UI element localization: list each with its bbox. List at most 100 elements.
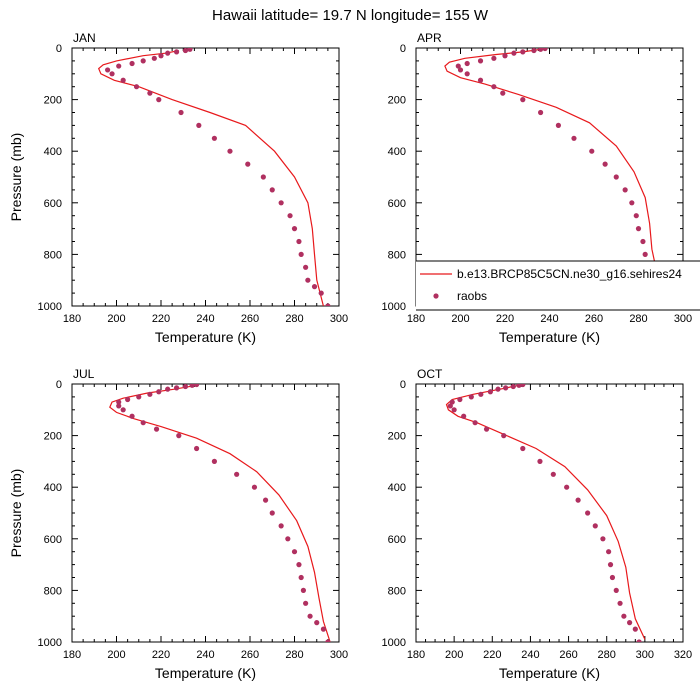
y-tick-label: 600 [388, 534, 406, 546]
plot-frame [71, 383, 340, 643]
obs-point [613, 174, 619, 180]
obs-point [125, 396, 131, 403]
y-tick-label: 200 [388, 431, 406, 443]
obs-point [510, 384, 516, 390]
obs-point [564, 484, 570, 490]
panel-jul: 180 200 220 240 260 280 300 0 200 400 600 800 1000 JU… [8, 367, 348, 681]
obs-point [156, 97, 162, 103]
obs-point [640, 238, 646, 245]
y-tick-label: 800 [388, 249, 406, 261]
x-tick-label: 200 [107, 313, 125, 325]
y-tick-label: 0 [56, 379, 62, 391]
obs-point [600, 536, 606, 542]
obs-point [303, 600, 309, 606]
obs-point [136, 394, 142, 400]
obs-point [589, 148, 595, 154]
obs-point [227, 148, 233, 154]
obs-point [151, 55, 157, 61]
x-tick-label: 300 [636, 649, 654, 661]
obs-point [173, 385, 180, 391]
legend-label-obs: raobs [457, 289, 487, 303]
obs-point [520, 49, 526, 55]
x-tick-label: 220 [152, 313, 170, 325]
y-tick-label: 0 [56, 43, 62, 55]
obs-point [621, 613, 627, 619]
obs-point [472, 420, 478, 426]
obs-point [629, 200, 635, 206]
plot-frame [71, 47, 340, 307]
panel-jan: 180 200 220 240 260 280 300 0 200 400 600 800 1000 JA… [8, 31, 348, 345]
obs-point [278, 523, 284, 529]
obs-point [483, 426, 490, 432]
y-tick-label: 400 [44, 146, 62, 158]
obs-point [260, 174, 266, 180]
y-tick-label: 600 [44, 534, 62, 546]
obs-point [140, 58, 146, 64]
model-line [444, 48, 675, 306]
y-tick-label: 400 [388, 482, 406, 494]
obs-point [298, 251, 304, 257]
obs-point [550, 471, 556, 477]
model-line [445, 384, 646, 640]
obs-point [457, 67, 464, 73]
y-tick-label: 400 [388, 146, 406, 158]
obs-point [147, 90, 153, 96]
x-tick-label: 180 [63, 313, 81, 325]
x-tick-label: 220 [483, 649, 501, 661]
obs-point [477, 58, 484, 64]
obs-point [537, 458, 543, 464]
legend-background [416, 261, 700, 310]
data-layer [445, 384, 646, 642]
data-layer [97, 48, 331, 306]
obs-point [609, 574, 616, 581]
obs-point [451, 407, 457, 413]
x-tick-label: 240 [540, 313, 558, 325]
obs-point [449, 399, 455, 405]
obs-point [165, 386, 171, 392]
obs-point [502, 53, 508, 59]
x-tick-label: 240 [196, 649, 214, 661]
y-tick-label: 1000 [38, 301, 62, 313]
obs-point [176, 433, 182, 439]
obs-point [325, 303, 331, 306]
obs-point [607, 562, 614, 568]
obs-point [158, 53, 164, 59]
data-layer [109, 384, 331, 642]
x-tick-label: 300 [330, 649, 348, 661]
obs-point [165, 50, 171, 56]
obs-point [269, 510, 275, 516]
obs-point [602, 161, 608, 167]
panel-title: JUL [73, 367, 95, 381]
obs-point [129, 60, 135, 67]
x-axis-label: Temperature (K) [499, 665, 600, 681]
obs-point [262, 497, 269, 503]
obs-point [555, 122, 562, 128]
x-tick-label: 180 [407, 313, 425, 325]
x-tick-label: 260 [241, 313, 259, 325]
obs-point [116, 399, 122, 405]
obs-point [178, 109, 184, 116]
obs-point [182, 48, 189, 54]
x-tick-label: 260 [585, 313, 603, 325]
obs-point [116, 63, 122, 69]
obs-point [325, 639, 331, 642]
y-tick-label: 200 [44, 431, 62, 443]
x-axis-label: Temperature (K) [499, 329, 600, 345]
x-tick-label: 200 [451, 313, 469, 325]
obs-point [320, 626, 327, 632]
obs-point [133, 84, 140, 90]
obs-point [211, 458, 217, 464]
x-tick-label: 280 [629, 313, 647, 325]
obs-point [129, 413, 135, 419]
obs-point [187, 48, 193, 52]
x-tick-label: 300 [330, 313, 348, 325]
x-tick-label: 260 [559, 649, 577, 661]
obs-point [120, 407, 126, 413]
obs-point [542, 48, 548, 52]
obs-point [633, 213, 639, 219]
model-line [97, 50, 324, 306]
x-axis-label: Temperature (K) [155, 665, 256, 681]
obs-point [627, 620, 633, 626]
obs-point [194, 384, 200, 388]
